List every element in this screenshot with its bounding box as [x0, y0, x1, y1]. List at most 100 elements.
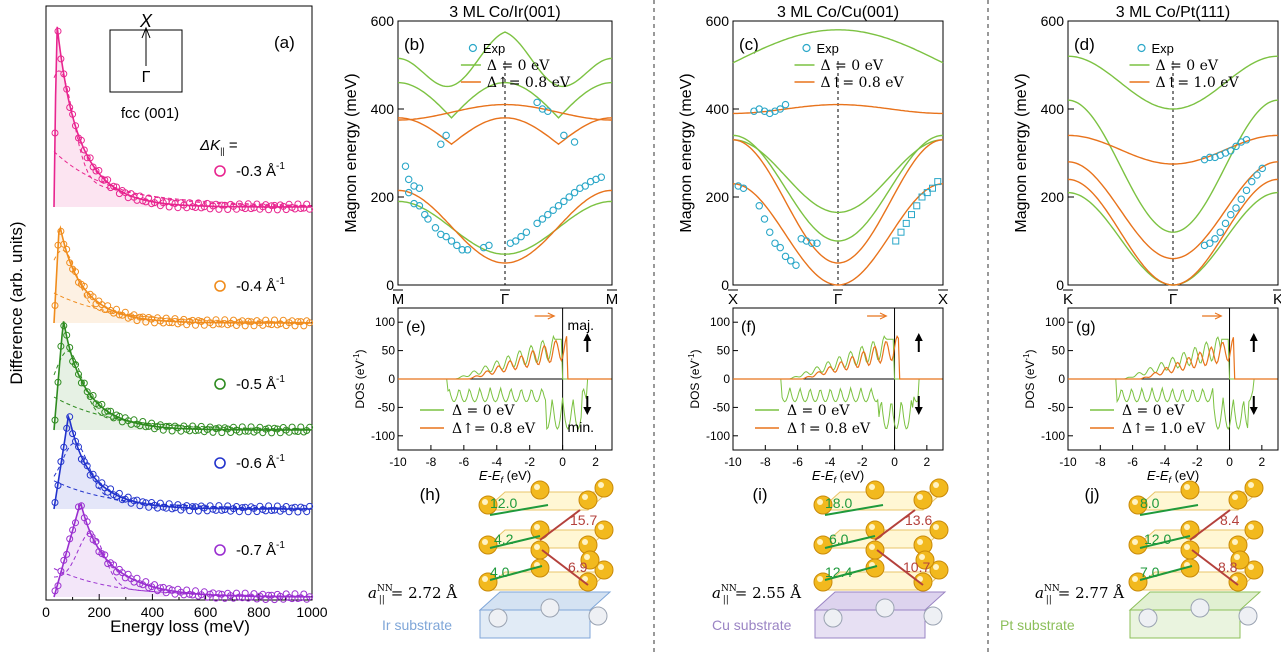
dos-deltaup-curve [733, 334, 943, 380]
exp-point [1211, 235, 1219, 243]
data-point-2 [162, 422, 170, 430]
dos-legend-deltaup-label: Δ↑= 0.8 eV [787, 421, 871, 437]
exp-point [463, 246, 472, 254]
magnon-panels: 3 ML Co/Ir(001) (b) 0 200 400 600 Magnon energ… [343, 4, 1281, 308]
legend-label-text-0: -0.3 Å [236, 163, 276, 180]
data-point-0 [63, 85, 71, 93]
data-point-2 [86, 393, 94, 400]
curve-fill-4 [53, 504, 166, 597]
legend-marker-0 [214, 165, 226, 177]
legend-label-text-2: -0.5 Å [236, 376, 276, 393]
magnon-title: 3 ML Co/Ir(001) [449, 4, 560, 21]
magnon-ytick-label: 400 [706, 101, 730, 117]
exchange-bond [824, 535, 876, 549]
exp-point [485, 241, 493, 250]
dos-ylabel-sup: -1 [1022, 353, 1031, 361]
co-atom [865, 540, 885, 560]
co-atom-highlight [482, 576, 488, 582]
co-atom-highlight [817, 539, 823, 545]
k-point-label: M [606, 291, 619, 308]
lattice-sub: || [723, 595, 729, 605]
lattice-a: a [712, 584, 721, 602]
exp-point [781, 100, 790, 109]
substrate-atom [923, 606, 943, 626]
theory-delta0-band-2 [1067, 55, 1279, 110]
legend-exp-label: Exp [817, 41, 839, 56]
co-atom-highlight [1232, 539, 1238, 545]
data-point-2 [72, 361, 79, 369]
substrate-atom [540, 598, 560, 618]
co-atom [913, 490, 933, 510]
data-point-0 [282, 206, 290, 214]
exp-point [1206, 153, 1214, 162]
lattice-value: = 2.55 Å [735, 584, 802, 602]
dos-ytick-label: 100 [375, 315, 395, 329]
dos-xlabel: E-Ef (eV) [812, 468, 864, 485]
data-point-2 [95, 401, 103, 409]
data-point-3 [51, 499, 59, 506]
k-point-label: Γ [834, 291, 842, 308]
dos-xtick-label: 0 [1226, 455, 1233, 469]
data-point-3 [72, 437, 79, 445]
data-point-4 [83, 518, 91, 526]
exp-point [1227, 210, 1235, 219]
exp-point [533, 219, 541, 228]
k-point-label: X [938, 291, 948, 308]
curve-component-1 [53, 249, 312, 323]
co-atom-highlight [1232, 494, 1238, 500]
data-point-0 [154, 196, 161, 204]
lattice-constant: aNN || = 2.55 Å [712, 584, 801, 605]
data-point-2 [104, 407, 112, 415]
dos-ytick-label: -50 [1048, 400, 1066, 414]
data-point-4 [192, 587, 199, 595]
co-atom [530, 480, 550, 500]
co-atom-highlight [919, 554, 925, 560]
k-point-label: Γ [1169, 291, 1177, 308]
exchange-value: 12.0 [490, 495, 517, 511]
co-atom-highlight [1184, 524, 1190, 530]
exp-point [786, 257, 795, 265]
data-point-0 [54, 27, 62, 35]
data-point-4 [200, 588, 208, 596]
co-atom-highlight [534, 484, 540, 490]
spin-down-arrowhead [1249, 407, 1258, 415]
exchange-value: 8.4 [1220, 512, 1240, 528]
magnon-ytick-label: 200 [1041, 189, 1065, 205]
exp-point [511, 237, 520, 245]
data-point-3 [159, 503, 167, 511]
exp-point-square [929, 184, 936, 192]
dos-xlabel-end: (eV) [836, 468, 864, 483]
dos-xtick-label: 0 [891, 455, 898, 469]
curve-component-3 [53, 442, 312, 509]
magnon-panel-1: 3 ML Co/Cu(001) (c) 0 200 400 600 Magnon energ… [678, 4, 948, 308]
exp-point [1237, 195, 1246, 203]
data-point-2 [276, 429, 284, 437]
k-point-label: K [1063, 291, 1073, 308]
co-atom-highlight [1248, 564, 1254, 570]
dos-ylabel: DOS (eV-1) [352, 349, 367, 408]
exp-point [424, 215, 432, 223]
data-point-4 [241, 589, 249, 597]
data-point-1 [60, 240, 68, 248]
dos-panel-2: (g) 100 50 0 -50 -100 -10 -8 -6 -4 -2 0 2 DOS (eV-1) E… [1022, 307, 1279, 485]
data-point-3 [174, 501, 182, 509]
substrate-atom [1238, 606, 1258, 626]
dos-xtick-label: -4 [825, 455, 836, 469]
panel-a-legend: -0.3 Å-1-0.4 Å-1-0.5 Å-1-0.6 Å-1-0.7 Å-1 [214, 161, 285, 559]
data-point-1 [265, 320, 273, 328]
magnon-ytick-label: 0 [386, 277, 394, 293]
substrate-atom [1138, 608, 1158, 628]
exp-point [1227, 147, 1235, 155]
substrate-atom [875, 598, 895, 618]
co-atom-highlight [598, 524, 604, 530]
theory-delta0-band-2 [397, 31, 613, 88]
dos-xtick-label: 0 [559, 455, 566, 469]
data-point-2 [63, 331, 71, 339]
legend-label-sup-1: -1 [276, 276, 285, 287]
exp-point [549, 206, 557, 214]
theory-deltaup-band-2 [398, 103, 612, 121]
exchange-value: 13.6 [905, 512, 932, 528]
data-point-3 [124, 493, 132, 501]
legend-deltaup-label: Δ↑= 0.8 eV [821, 75, 905, 91]
